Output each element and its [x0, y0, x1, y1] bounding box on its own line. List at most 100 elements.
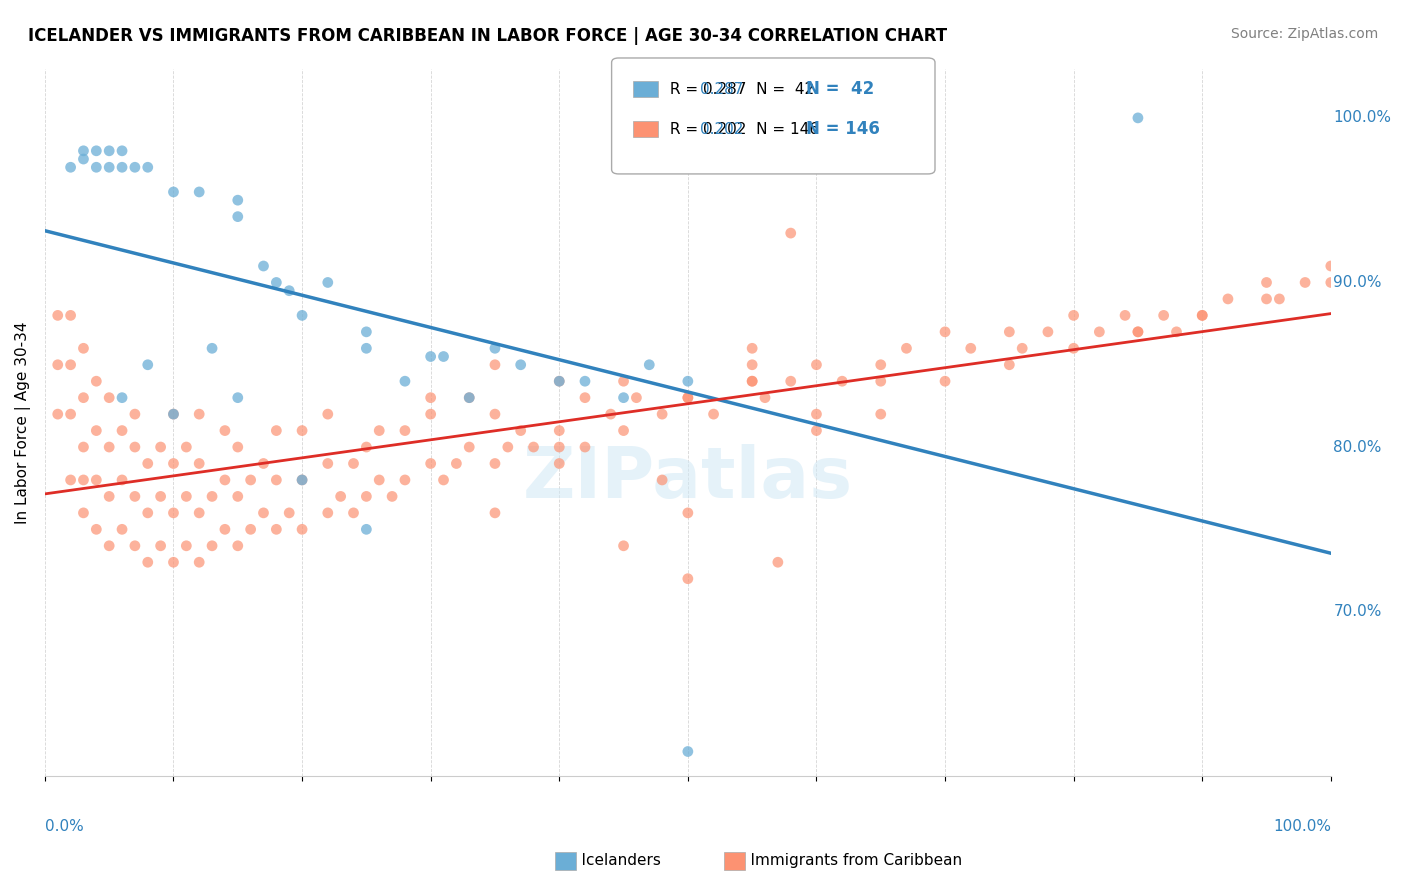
Point	[59, 407, 82, 421]
Y-axis label: In Labor Force | Age 30-34: In Labor Force | Age 30-34	[15, 321, 31, 524]
Point	[676, 506, 699, 520]
Point	[162, 407, 184, 421]
Point	[1320, 276, 1343, 290]
Point	[291, 473, 314, 487]
Text: ZIPatlas: ZIPatlas	[523, 444, 853, 514]
Point	[869, 407, 891, 421]
Point	[703, 407, 725, 421]
Point	[484, 506, 506, 520]
Text: N = 146: N = 146	[806, 120, 880, 138]
Point	[934, 374, 956, 388]
Point	[86, 522, 108, 536]
Point	[394, 374, 416, 388]
Point	[111, 522, 134, 536]
Point	[316, 407, 339, 421]
Point	[626, 391, 648, 405]
Point	[136, 457, 159, 471]
Point	[484, 341, 506, 355]
Point	[252, 506, 274, 520]
Point	[266, 473, 288, 487]
Point	[599, 407, 621, 421]
Point	[72, 391, 94, 405]
Point	[59, 161, 82, 175]
Point	[72, 473, 94, 487]
Point	[214, 522, 236, 536]
Point	[266, 522, 288, 536]
Point	[176, 440, 198, 454]
Point	[86, 424, 108, 438]
Point	[419, 407, 441, 421]
Point	[1036, 325, 1059, 339]
Point	[368, 473, 391, 487]
Point	[356, 325, 378, 339]
Point	[291, 473, 314, 487]
Point	[342, 506, 364, 520]
Point	[1011, 341, 1033, 355]
Point	[226, 210, 249, 224]
Point	[869, 374, 891, 388]
Point	[1114, 309, 1136, 323]
Point	[86, 374, 108, 388]
Point	[72, 152, 94, 166]
Point	[1191, 309, 1213, 323]
Point	[59, 309, 82, 323]
Text: 0.202: 0.202	[700, 122, 744, 136]
Point	[394, 424, 416, 438]
Point	[201, 539, 224, 553]
Point	[98, 490, 121, 504]
Point	[162, 506, 184, 520]
Point	[458, 391, 481, 405]
Point	[1166, 325, 1188, 339]
Point	[124, 490, 146, 504]
Point	[432, 350, 454, 364]
Point	[98, 539, 121, 553]
Point	[496, 440, 519, 454]
Point	[548, 424, 571, 438]
Point	[1216, 292, 1239, 306]
Point	[266, 276, 288, 290]
Text: 80.0%: 80.0%	[1333, 440, 1382, 455]
Point	[46, 358, 69, 372]
Text: Icelanders: Icelanders	[562, 854, 661, 868]
Point	[419, 391, 441, 405]
Point	[86, 161, 108, 175]
Point	[612, 391, 634, 405]
Point	[574, 391, 596, 405]
Point	[188, 407, 211, 421]
Point	[419, 350, 441, 364]
Point	[111, 473, 134, 487]
Point	[741, 374, 763, 388]
Point	[72, 506, 94, 520]
Point	[111, 161, 134, 175]
Point	[329, 490, 352, 504]
Point	[111, 424, 134, 438]
Point	[59, 473, 82, 487]
Point	[509, 424, 531, 438]
Point	[266, 424, 288, 438]
Point	[806, 424, 828, 438]
Point	[46, 309, 69, 323]
Point	[356, 490, 378, 504]
Point	[188, 457, 211, 471]
Point	[201, 341, 224, 355]
Point	[458, 391, 481, 405]
Point	[239, 473, 262, 487]
Point	[446, 457, 468, 471]
Point	[98, 440, 121, 454]
Point	[1063, 341, 1085, 355]
Point	[651, 473, 673, 487]
Point	[574, 374, 596, 388]
Point	[509, 358, 531, 372]
Point	[1320, 259, 1343, 273]
Point	[136, 506, 159, 520]
Point	[741, 358, 763, 372]
Point	[149, 440, 172, 454]
Point	[149, 539, 172, 553]
Point	[252, 457, 274, 471]
Point	[136, 358, 159, 372]
Point	[754, 391, 776, 405]
Point	[381, 490, 404, 504]
Point	[124, 440, 146, 454]
Point	[484, 407, 506, 421]
Text: N =  42: N = 42	[806, 80, 875, 98]
